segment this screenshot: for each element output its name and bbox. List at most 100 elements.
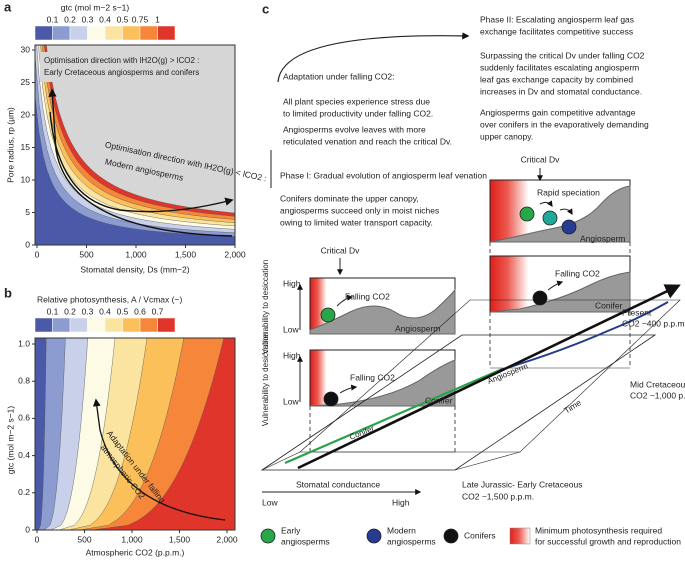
label: Falling CO2 <box>345 291 390 301</box>
label: Angiosperms gain competitive advantage <box>480 107 636 117</box>
label: Conifers dominate the upper canopy, <box>280 193 419 203</box>
colorbar-swatch <box>34 317 53 333</box>
colorbar-label: 0.3 <box>82 306 94 316</box>
y-tick-label: 0 <box>25 524 30 534</box>
colorbar-label: 0.2 <box>64 306 76 316</box>
label: All plant species experience stress due <box>283 96 430 106</box>
label: High <box>283 350 301 360</box>
label: CO2 ~400 p.p.m. <box>622 318 685 328</box>
label: Optimisation direction with lH2O(g) > lC… <box>44 56 199 65</box>
y-tick-label: 30 <box>21 44 31 54</box>
y-tick-label: 0.4 <box>18 450 30 460</box>
label: Present <box>622 307 652 317</box>
label: Early <box>281 525 301 535</box>
x-tick-label: 1,000 <box>125 249 147 259</box>
colorbar-label: 0.4 <box>99 14 111 24</box>
x-tick-label: 1,500 <box>175 249 197 259</box>
contour-band <box>35 338 47 530</box>
colorbar-title: gtc (mol m−2 s−1) <box>61 2 130 12</box>
y-tick-label: 0.8 <box>18 375 30 385</box>
optimisation-arrow <box>48 88 233 237</box>
annotation-box <box>40 52 230 82</box>
label: increases in Dv and stomatal conductance… <box>480 86 642 96</box>
label: CO2 ~1,500 p.p.m. <box>462 491 534 501</box>
label: Falling CO2 <box>555 268 600 278</box>
label: Vulnerability to desiccation <box>261 332 270 426</box>
colorbar-label: 0.3 <box>82 14 94 24</box>
y-tick-label: 0.6 <box>18 413 30 423</box>
colorbar-label: 1 <box>155 14 160 24</box>
label: Adaptation under falling CO2: <box>283 71 395 81</box>
y-tick-label: 0.2 <box>18 487 30 497</box>
colorbar-swatch <box>69 317 88 333</box>
x-tick-label: 1,000 <box>121 534 143 544</box>
label: Modern <box>387 525 416 535</box>
label: Mid Cretaceous <box>630 379 685 389</box>
label: Critical Dv <box>521 154 560 164</box>
colorbar-swatch <box>139 25 158 41</box>
label: Low <box>283 324 299 334</box>
x-tick-label: 0 <box>35 534 40 544</box>
colorbar-swatch <box>87 317 106 333</box>
label: upper canopy. <box>480 131 533 141</box>
label: leaf gas exchange capacity by combined <box>480 74 633 84</box>
label: Early Cretaceous angiosperms and conifer… <box>44 68 199 77</box>
y-tick-label: 0 <box>25 239 30 249</box>
colorbar-label: 0.5 <box>117 14 129 24</box>
colorbar-swatch <box>34 25 53 41</box>
label: Phase II: Escalating angiosperm leaf gas <box>480 14 634 24</box>
x-tick-label: 1,500 <box>169 534 191 544</box>
label: suddenly facilitates escalating angiospe… <box>480 62 639 72</box>
label: Surpassing the critical Dv under falling… <box>480 50 645 60</box>
y-tick-label: 5 <box>25 207 30 217</box>
x-axis-label: Stomatal density, Ds (mm−2) <box>80 264 189 274</box>
colorbar-swatch <box>104 25 123 41</box>
y-axis-label: gtc (mol m−2 s−1) <box>5 406 15 475</box>
x-tick-label: 500 <box>77 534 91 544</box>
box-label: Angiosperm <box>580 233 625 243</box>
colorbar-swatch <box>52 317 71 333</box>
label: Low <box>262 497 278 507</box>
label: Phase I: Gradual evolution of angiosperm… <box>280 170 487 180</box>
colorbar-swatch <box>157 317 176 333</box>
label: reticulated venation and reach the criti… <box>283 136 452 146</box>
y-tick-label: 20 <box>21 109 31 119</box>
x-axis-label: Atmospheric CO2 (p.p.m.) <box>86 547 185 557</box>
colorbar-label: 0.75 <box>132 14 149 24</box>
colorbar-swatch <box>139 317 158 333</box>
colorbar-label: 0.1 <box>47 306 59 316</box>
colorbar-swatch <box>87 25 106 41</box>
y-axis-label: Pore radius, rp (µm) <box>5 107 15 183</box>
colorbar-swatch <box>157 25 176 41</box>
label: angiosperms succeed only in moist niches <box>280 205 439 215</box>
label: Late Jurassic- Early Cretaceous <box>462 479 582 489</box>
panel-letter: c <box>262 1 269 16</box>
label: High <box>283 278 301 288</box>
label: Falling CO2 <box>350 372 395 382</box>
x-tick-label: 500 <box>79 249 93 259</box>
label: angiosperms <box>387 536 436 546</box>
box-label: Conifer <box>425 395 453 405</box>
x-tick-label: 2,000 <box>216 534 238 544</box>
label: Minimum photosynthesis required <box>535 525 662 535</box>
panel-letter: b <box>4 285 12 300</box>
label: High <box>392 497 410 507</box>
plot-frame <box>34 337 236 531</box>
panel-letter: a <box>4 0 12 14</box>
y-tick-label: 25 <box>21 77 31 87</box>
colorbar-label: 0.7 <box>152 306 164 316</box>
panel-c-circles <box>260 206 577 544</box>
colorbar-swatch <box>104 317 123 333</box>
label: Vulnerability to desiccation <box>261 260 270 354</box>
box-label: Angiosperm <box>395 323 440 333</box>
colorbar-swatch <box>122 25 141 41</box>
label: to limited productivity under falling CO… <box>283 108 433 118</box>
y-tick-label: 15 <box>21 142 31 152</box>
label: CO2 ~1,000 p.p.m. <box>630 390 685 400</box>
label: Low <box>283 396 299 406</box>
label: for successful growth and reproduction <box>535 536 681 546</box>
colorbar-swatch <box>122 317 141 333</box>
label: Rapid speciation <box>537 187 600 197</box>
